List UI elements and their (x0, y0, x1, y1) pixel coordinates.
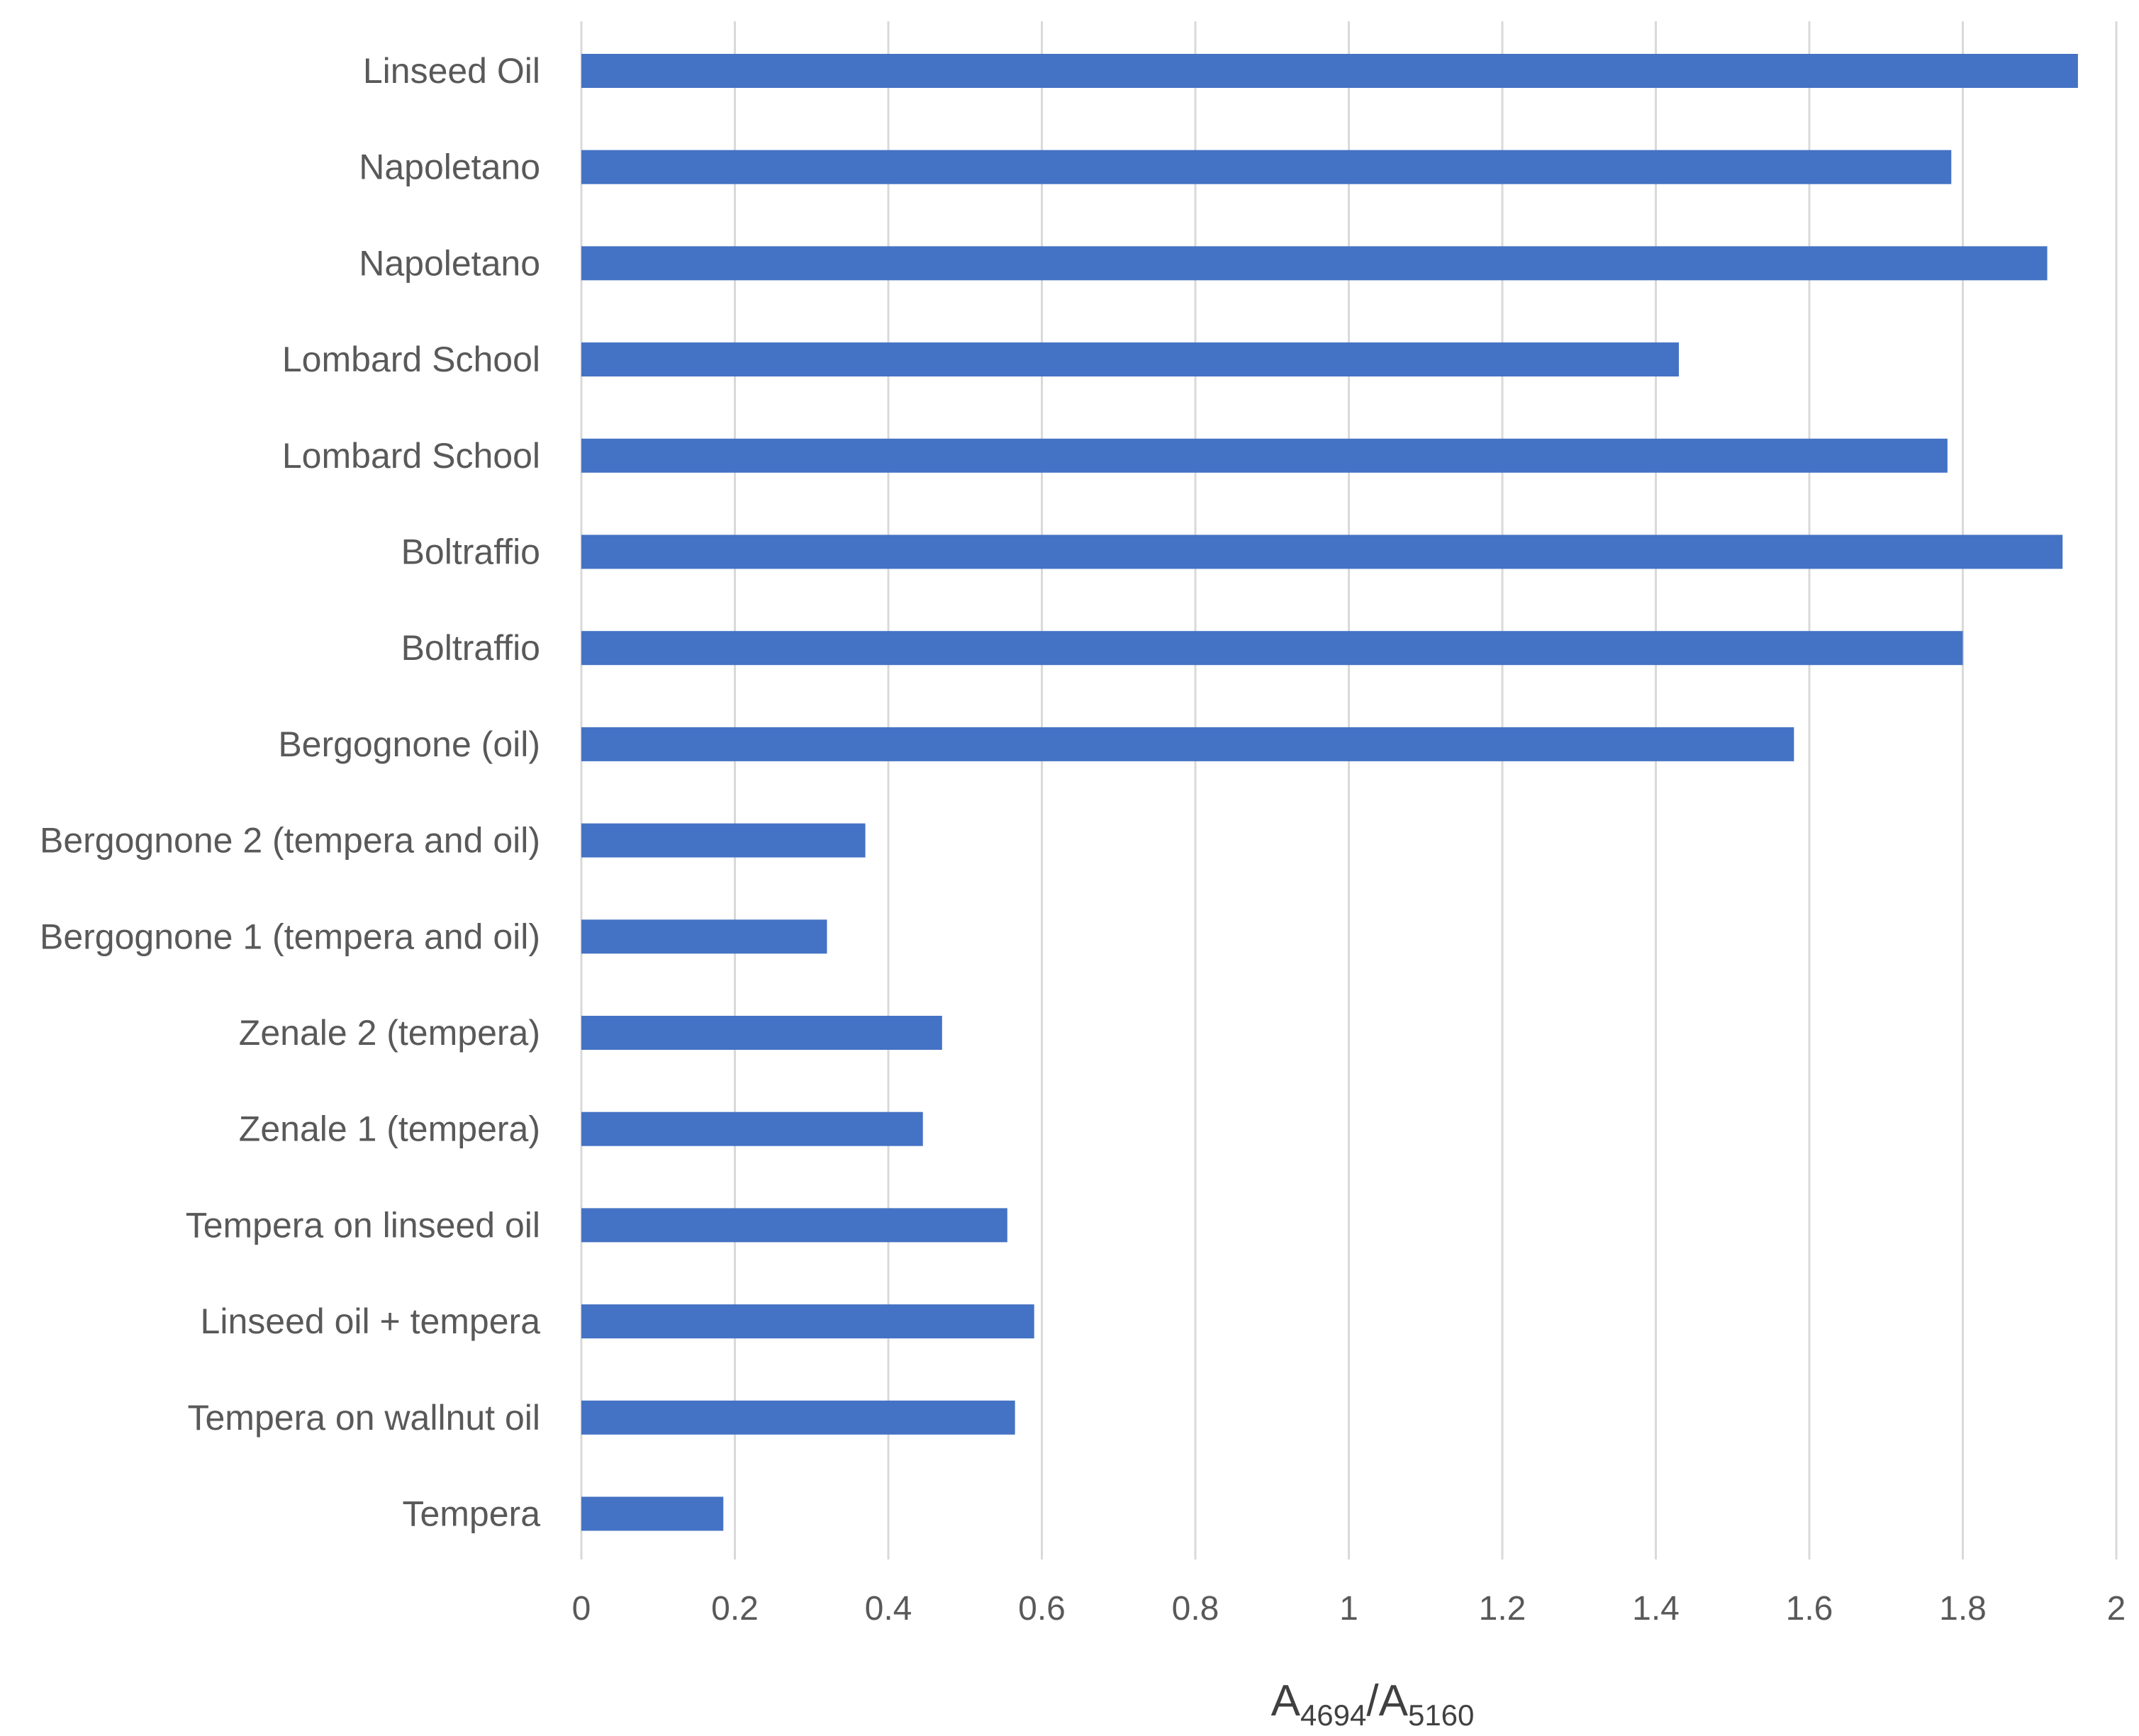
category-label: Tempera on linseed oil (186, 1205, 540, 1245)
category-label: Lombard School (282, 436, 540, 476)
x-tick-label: 1.2 (1479, 1590, 1526, 1628)
bar (581, 919, 827, 954)
category-label: Lombard School (282, 340, 540, 379)
category-label: Boltraffio (401, 628, 540, 668)
category-label: Zenale 1 (tempera) (239, 1109, 540, 1149)
category-label: Napoletano (359, 243, 540, 283)
bar (581, 246, 2048, 281)
category-label: Bergognone (oil) (278, 724, 540, 764)
category-label: Zenale 2 (tempera) (239, 1013, 540, 1053)
category-label: Napoletano (359, 147, 540, 187)
x-tick-label: 0.2 (711, 1590, 759, 1628)
x-tick-label: 1.6 (1786, 1590, 1833, 1628)
x-tick-label: 2 (2107, 1590, 2126, 1628)
bar (581, 342, 1679, 377)
x-tick-label: 0.8 (1172, 1590, 1219, 1628)
x-tick-labels: 0 0.2 0.4 0.6 0.8 1 1.2 1.4 1.6 1.8 2 (572, 1590, 2126, 1628)
category-label: Boltraffio (401, 532, 540, 572)
bar (581, 150, 1952, 184)
bar (581, 1208, 1007, 1243)
x-axis-title-sub1: 4694 (1300, 1698, 1366, 1732)
bars (581, 54, 2078, 1531)
bar (581, 1111, 923, 1146)
category-label: Tempera (402, 1494, 540, 1534)
x-axis-title-sub2: 5160 (1408, 1698, 1474, 1732)
category-label: Linseed Oil (363, 51, 540, 91)
x-tick-label: 0 (572, 1590, 591, 1628)
x-tick-label: 0.6 (1018, 1590, 1066, 1628)
category-labels: Linseed Oil Napoletano Napoletano Lombard S… (40, 51, 540, 1534)
x-tick-label: 0.4 (865, 1590, 912, 1628)
bar (581, 534, 2063, 569)
x-axis-title-a1: A (1271, 1676, 1301, 1725)
bar (581, 1400, 1015, 1435)
bar (581, 1016, 942, 1050)
category-label: Bergognone 2 (tempera and oil) (40, 821, 540, 861)
x-tick-label: 1.4 (1632, 1590, 1680, 1628)
bar (581, 631, 1963, 666)
x-tick-label: 1 (1339, 1590, 1358, 1628)
bar (581, 1304, 1034, 1339)
bar (581, 438, 1948, 473)
category-label: Linseed oil + tempera (201, 1301, 541, 1341)
bar (581, 1496, 724, 1531)
bar (581, 823, 866, 858)
x-axis-title-sep: /A (1366, 1676, 1408, 1725)
x-tick-label: 1.8 (1939, 1590, 1987, 1628)
x-axis-title: A4694/A5160 (1271, 1676, 1475, 1732)
bar (581, 727, 1794, 761)
category-label: Bergognone 1 (tempera and oil) (40, 917, 540, 956)
category-label: Tempera on wallnut oil (188, 1398, 541, 1438)
bar (581, 54, 2078, 88)
